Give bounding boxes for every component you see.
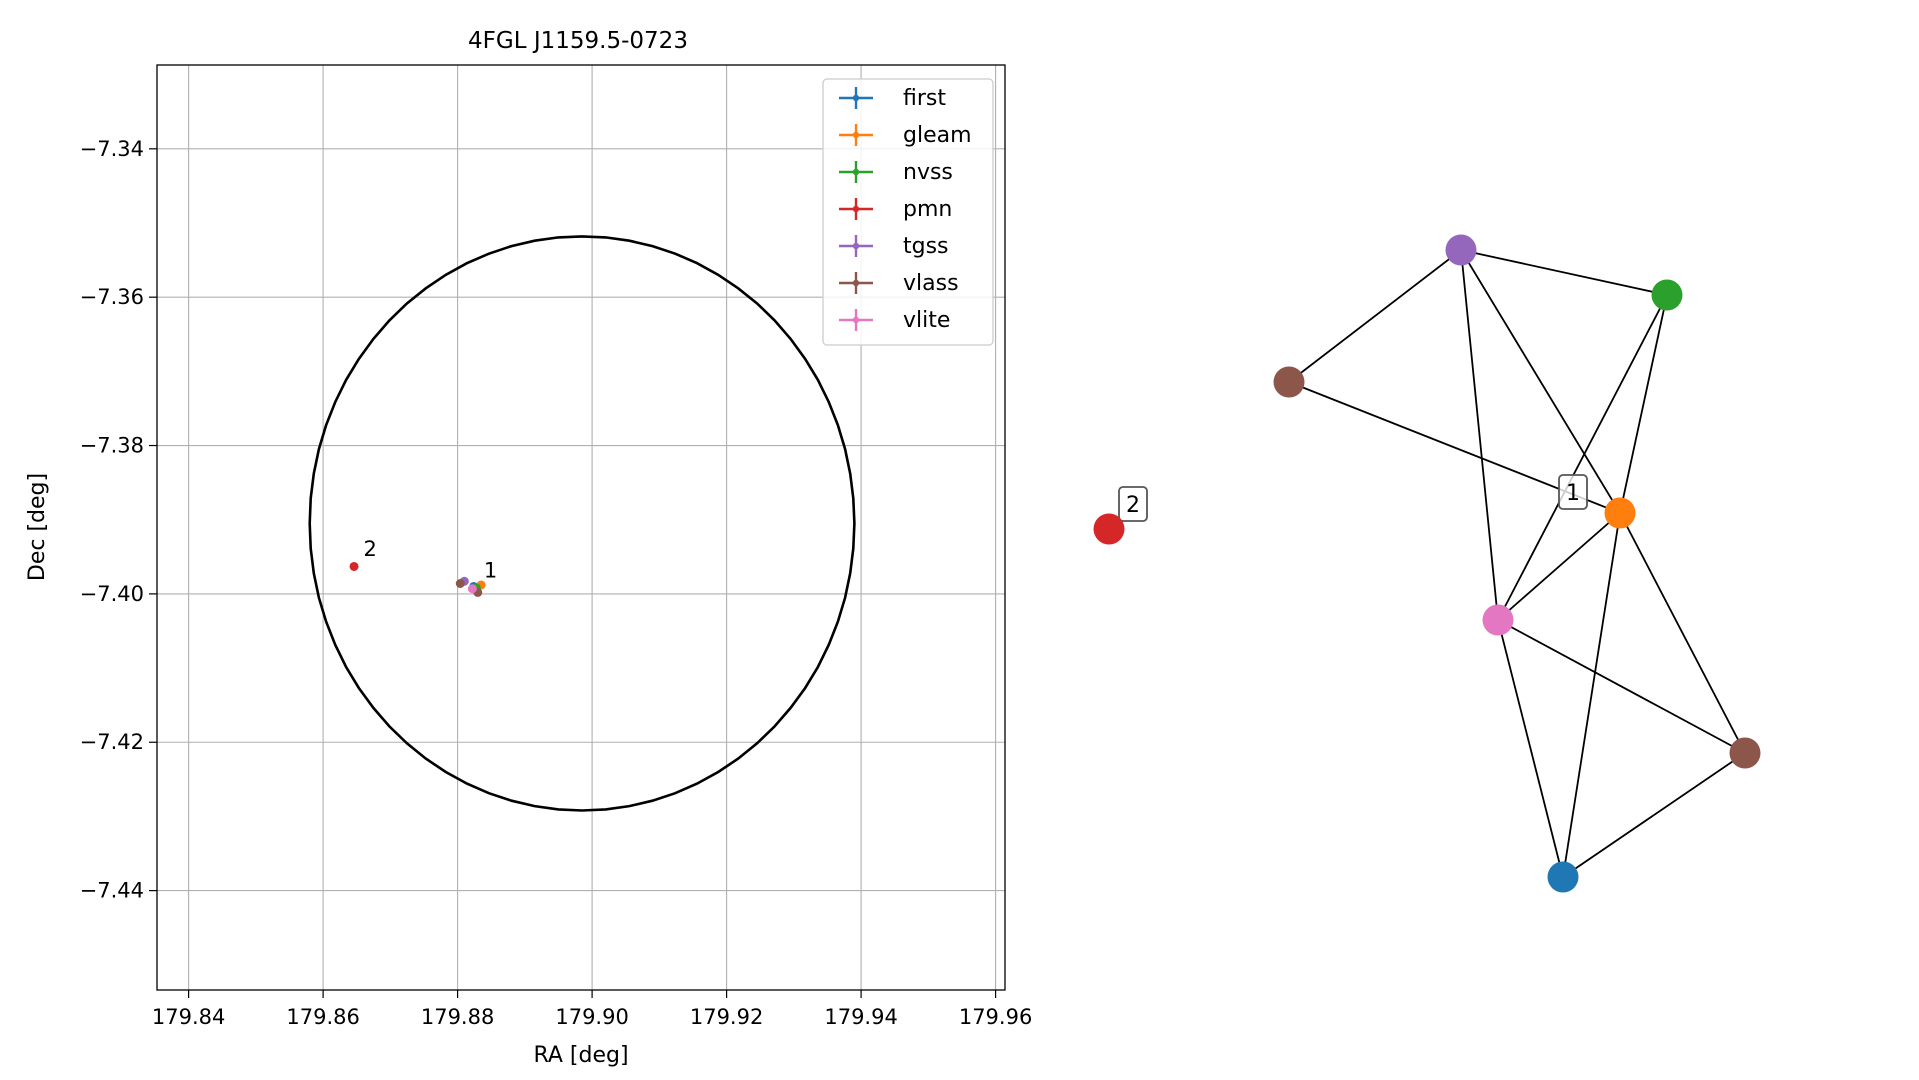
axes-frame: [156, 64, 1006, 991]
annotation-label: 1: [484, 559, 497, 583]
legend-label: gleam: [903, 123, 972, 148]
legend: first gleam nvss pmn tgss vlass vlite: [822, 78, 994, 346]
network-edge: [1497, 619, 1746, 754]
network-node-vlass-b: [1729, 737, 1761, 769]
x-tick-label: 179.94: [824, 1005, 897, 1029]
network-edge: [1619, 294, 1668, 514]
y-tick-label: −7.34: [80, 137, 144, 161]
legend-entry-vlass: vlass: [839, 271, 959, 296]
legend-label: pmn: [903, 197, 952, 222]
x-tick-label: 179.84: [152, 1005, 225, 1029]
x-ticks: 179.84 179.86 179.88 179.90 179.92 179.94 179.…: [152, 990, 1032, 1029]
data-points-layer: [349, 561, 486, 597]
legend-entry-nvss: nvss: [839, 160, 953, 185]
legend-entry-tgss: tgss: [839, 234, 949, 259]
annotation-layer: 12: [363, 537, 497, 583]
network-node-gleam: [1604, 497, 1636, 529]
network-edge: [1497, 619, 1564, 878]
x-axis-label: RA [deg]: [533, 1043, 628, 1068]
y-tick-label: −7.36: [80, 285, 144, 309]
network-nodes: [1093, 234, 1761, 893]
network-edge: [1562, 752, 1746, 878]
y-tick-label: −7.44: [80, 879, 144, 903]
data-point-vlass: [455, 579, 465, 589]
svg-text:1: 1: [1566, 481, 1580, 506]
x-tick-label: 179.90: [555, 1005, 628, 1029]
legend-label: vlass: [903, 271, 959, 296]
cluster-label: 2: [1118, 486, 1148, 522]
network-edge: [1460, 249, 1499, 621]
data-point-vlass: [473, 587, 483, 597]
legend-label: nvss: [903, 160, 953, 185]
y-tick-label: −7.38: [80, 434, 144, 458]
network-node-pmn: [1093, 513, 1125, 545]
legend-label: tgss: [903, 234, 949, 259]
network-node-vlass-a: [1273, 366, 1305, 398]
x-tick-label: 179.88: [421, 1005, 494, 1029]
network-node-first: [1547, 861, 1579, 893]
x-tick-label: 179.86: [286, 1005, 359, 1029]
cluster-labels: 12: [1118, 474, 1588, 522]
legend-entry-first: first: [839, 86, 946, 111]
y-tick-label: −7.40: [80, 582, 144, 606]
legend-entries: first gleam nvss pmn tgss vlass vlite: [839, 86, 972, 333]
network-edge: [1497, 294, 1668, 621]
error-ellipse-layer: [308, 235, 856, 812]
x-tick-label: 179.92: [690, 1005, 763, 1029]
chart-title: 4FGL J1159.5-0723: [468, 28, 688, 54]
network-edge: [1497, 512, 1621, 621]
network-edge: [1460, 249, 1668, 296]
svg-text:2: 2: [1126, 493, 1140, 518]
legend-frame: [822, 78, 994, 346]
network-edge: [1288, 249, 1462, 383]
network-edge: [1619, 512, 1746, 754]
network-edges: [1288, 249, 1746, 878]
data-point-vlite: [467, 584, 477, 594]
x-tick-label: 179.96: [959, 1005, 1032, 1029]
network-node-nvss: [1651, 279, 1683, 311]
network-edge: [1460, 249, 1621, 514]
y-ticks: −7.34 −7.36 −7.38 −7.40 −7.42 −7.44: [80, 137, 157, 903]
scatter-chart: 4FGL J1159.5-0723 12 179.84 179.86 179.88 1…: [25, 28, 1032, 1068]
legend-label: vlite: [903, 308, 950, 333]
cluster-label: 1: [1558, 474, 1588, 510]
legend-entry-vlite: vlite: [839, 308, 950, 333]
error-ellipse: [308, 235, 856, 812]
legend-entry-pmn: pmn: [839, 197, 952, 222]
crossmatch-network: 12: [1093, 234, 1761, 893]
annotation-label: 2: [363, 537, 376, 561]
data-point-pmn: [349, 561, 359, 571]
legend-label: first: [903, 86, 946, 111]
network-node-tgss: [1445, 234, 1477, 266]
y-axis-label: Dec [deg]: [25, 473, 50, 581]
legend-entry-gleam: gleam: [839, 123, 972, 148]
network-edge: [1562, 512, 1621, 878]
network-node-vlite: [1482, 604, 1514, 636]
y-tick-label: −7.42: [80, 730, 144, 754]
